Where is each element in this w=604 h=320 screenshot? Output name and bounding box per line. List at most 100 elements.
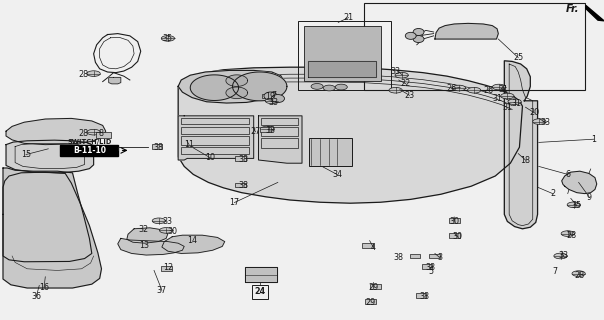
- Text: B-11-10: B-11-10: [73, 146, 106, 155]
- Bar: [304, 26, 381, 81]
- Text: 36: 36: [31, 292, 41, 301]
- Polygon shape: [245, 267, 277, 282]
- Text: 38: 38: [239, 155, 248, 164]
- Polygon shape: [3, 168, 92, 262]
- Text: 33: 33: [266, 126, 275, 135]
- Text: 31: 31: [498, 85, 508, 94]
- Polygon shape: [60, 145, 118, 156]
- Text: 6: 6: [565, 170, 570, 179]
- Text: 13: 13: [139, 241, 149, 250]
- Ellipse shape: [261, 126, 274, 132]
- Text: 9: 9: [587, 193, 592, 202]
- Bar: [416, 293, 426, 298]
- Ellipse shape: [152, 218, 165, 224]
- Polygon shape: [190, 75, 239, 100]
- Bar: [449, 218, 460, 223]
- Text: 35: 35: [163, 34, 173, 43]
- Text: 34: 34: [332, 170, 342, 179]
- Ellipse shape: [323, 85, 335, 91]
- Polygon shape: [308, 61, 376, 77]
- Text: 20: 20: [530, 108, 539, 117]
- Ellipse shape: [501, 93, 514, 99]
- Text: 11: 11: [184, 140, 194, 149]
- Text: 16: 16: [39, 283, 49, 292]
- Text: 22: 22: [401, 79, 411, 88]
- Ellipse shape: [467, 87, 481, 93]
- Bar: [161, 266, 172, 271]
- Text: 4: 4: [371, 243, 376, 252]
- Text: 30: 30: [167, 227, 177, 236]
- Text: 31: 31: [492, 94, 502, 103]
- Polygon shape: [259, 116, 302, 163]
- Text: 30: 30: [453, 232, 463, 241]
- Ellipse shape: [271, 95, 284, 103]
- Bar: [261, 118, 298, 125]
- Polygon shape: [109, 77, 121, 84]
- Text: 28: 28: [79, 129, 88, 138]
- Ellipse shape: [265, 98, 278, 104]
- Text: 33: 33: [391, 67, 400, 76]
- Text: 24: 24: [254, 287, 265, 296]
- Text: 25: 25: [513, 53, 523, 62]
- Text: 38: 38: [394, 253, 403, 262]
- Text: 7: 7: [552, 267, 557, 276]
- Ellipse shape: [508, 99, 521, 105]
- Bar: [365, 300, 376, 304]
- Text: 30: 30: [450, 217, 460, 226]
- Polygon shape: [586, 5, 604, 21]
- Polygon shape: [178, 70, 284, 103]
- Text: 24: 24: [255, 287, 265, 296]
- Polygon shape: [226, 87, 248, 99]
- Polygon shape: [162, 235, 225, 253]
- Polygon shape: [118, 238, 184, 255]
- Text: 35: 35: [572, 201, 582, 210]
- Polygon shape: [178, 67, 522, 203]
- Polygon shape: [226, 75, 248, 86]
- Text: 7: 7: [271, 91, 276, 100]
- Bar: [152, 144, 162, 148]
- Text: 1: 1: [591, 135, 596, 144]
- Text: 12: 12: [163, 263, 173, 272]
- Text: Fr.: Fr.: [566, 4, 580, 14]
- Text: 29: 29: [365, 298, 375, 307]
- Text: 21: 21: [344, 13, 353, 22]
- Text: 14: 14: [187, 236, 197, 245]
- Ellipse shape: [413, 36, 424, 43]
- Text: 37: 37: [157, 286, 167, 295]
- Ellipse shape: [452, 85, 466, 91]
- Bar: [262, 93, 272, 99]
- Text: 27: 27: [251, 127, 260, 136]
- Polygon shape: [504, 61, 538, 229]
- Ellipse shape: [572, 271, 585, 276]
- Text: 28: 28: [575, 271, 585, 280]
- Bar: [181, 136, 249, 145]
- Polygon shape: [6, 118, 106, 145]
- Text: 17: 17: [230, 198, 239, 207]
- Ellipse shape: [413, 28, 424, 36]
- Polygon shape: [6, 140, 94, 173]
- Polygon shape: [562, 171, 597, 194]
- Text: 15: 15: [21, 150, 31, 159]
- Text: 38: 38: [426, 263, 435, 272]
- Text: 19: 19: [266, 92, 275, 101]
- Bar: [181, 147, 249, 154]
- Bar: [298, 21, 391, 90]
- Bar: [181, 127, 249, 134]
- Text: 3: 3: [437, 253, 442, 262]
- Bar: [261, 127, 298, 136]
- Bar: [364, 3, 585, 90]
- Text: SWITCH/LID: SWITCH/LID: [67, 139, 112, 145]
- Ellipse shape: [335, 84, 347, 90]
- Bar: [410, 253, 420, 259]
- Bar: [181, 118, 249, 124]
- Polygon shape: [233, 72, 287, 101]
- Text: 33: 33: [163, 217, 173, 226]
- Ellipse shape: [264, 92, 277, 100]
- Bar: [261, 138, 298, 148]
- Ellipse shape: [389, 87, 402, 93]
- Text: 26: 26: [447, 84, 457, 93]
- Bar: [429, 253, 440, 259]
- Ellipse shape: [567, 202, 580, 208]
- Ellipse shape: [159, 228, 173, 233]
- Text: 18: 18: [521, 156, 530, 164]
